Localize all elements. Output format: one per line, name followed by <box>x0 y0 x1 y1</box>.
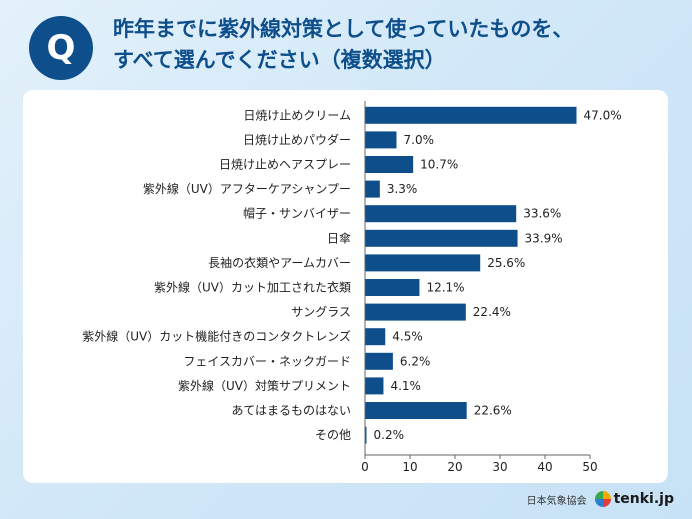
brand-mark-icon <box>594 491 611 507</box>
bar <box>365 279 420 296</box>
value-label: 33.9% <box>525 231 563 245</box>
bar <box>365 106 577 124</box>
bar <box>365 377 384 395</box>
brand-logo: tenki.jp <box>594 491 674 507</box>
bar <box>365 426 367 444</box>
bar <box>365 131 397 149</box>
category-label: 紫外線（UV）カット機能付きのコンタクトレンズ <box>82 329 351 344</box>
category-label: サングラス <box>291 305 351 319</box>
category-label: 紫外線（UV）対策サプリメント <box>178 378 351 393</box>
category-label: 長袖の衣類やアームカバー <box>208 255 351 270</box>
question-badge: Q <box>29 16 93 80</box>
category-label: その他 <box>315 428 351 442</box>
category-label: 紫外線（UV）カット加工された衣類 <box>154 280 351 295</box>
value-label: 33.6% <box>523 207 561 221</box>
x-tick-label: 40 <box>537 460 552 474</box>
question-title-line1: 昨年までに紫外線対策として使っていたものを、 <box>113 17 574 41</box>
category-label: 日傘 <box>327 231 351 245</box>
x-tick-label: 0 <box>361 460 369 474</box>
category-label: あてはまるものはない <box>231 404 351 418</box>
bar <box>365 156 414 173</box>
value-label: 3.3% <box>387 182 418 196</box>
category-label: 日焼け止めクリーム <box>243 108 351 122</box>
value-label: 7.0% <box>404 133 435 147</box>
bar <box>365 180 380 198</box>
category-label: 紫外線（UV）アフターケアシャンプー <box>143 181 351 196</box>
x-tick-label: 30 <box>492 460 507 474</box>
question-header: Q 昨年までに紫外線対策として使っていたものを、 すべて選んでください（複数選択… <box>0 0 692 90</box>
x-tick-label: 20 <box>447 460 462 474</box>
bar <box>365 303 466 321</box>
value-label: 6.2% <box>400 354 431 368</box>
footer: 日本気象協会 tenki.jp <box>527 488 674 510</box>
brand-name: tenki.jp <box>613 491 674 507</box>
value-label: 10.7% <box>420 158 458 172</box>
x-tick-label: 10 <box>402 460 417 474</box>
x-tick-label: 50 <box>582 460 597 474</box>
value-label: 25.6% <box>487 256 525 270</box>
bar <box>365 328 386 346</box>
category-label: 日焼け止めヘアスプレー <box>219 158 351 172</box>
category-label: 帽子・サンバイザー <box>243 206 351 221</box>
value-label: 47.0% <box>584 108 622 122</box>
question-title: 昨年までに紫外線対策として使っていたものを、 すべて選んでください（複数選択） <box>113 14 683 76</box>
chart-card: 日焼け止めクリーム 47.0% 日焼け止めパウダー 7.0% 日焼け止めヘアスプレー 10… <box>23 90 668 483</box>
category-label: 日焼け止めパウダー <box>243 132 351 147</box>
bar <box>365 229 518 247</box>
bar <box>365 352 393 370</box>
question-title-line2: すべて選んでください（複数選択） <box>113 48 446 72</box>
organization-label: 日本気象協会 <box>526 495 587 507</box>
bar <box>365 205 517 223</box>
value-label: 4.5% <box>392 330 423 344</box>
category-label: フェイスカバー・ネックガード <box>183 354 351 368</box>
value-label: 22.4% <box>473 305 511 319</box>
bar-chart: 日焼け止めクリーム 47.0% 日焼け止めパウダー 7.0% 日焼け止めヘアスプレー 10… <box>82 101 622 474</box>
value-label: 0.2% <box>374 428 405 442</box>
bar <box>365 254 481 272</box>
value-label: 4.1% <box>390 379 421 393</box>
bar <box>365 402 467 419</box>
value-label: 12.1% <box>426 281 464 295</box>
value-label: 22.6% <box>474 404 512 418</box>
